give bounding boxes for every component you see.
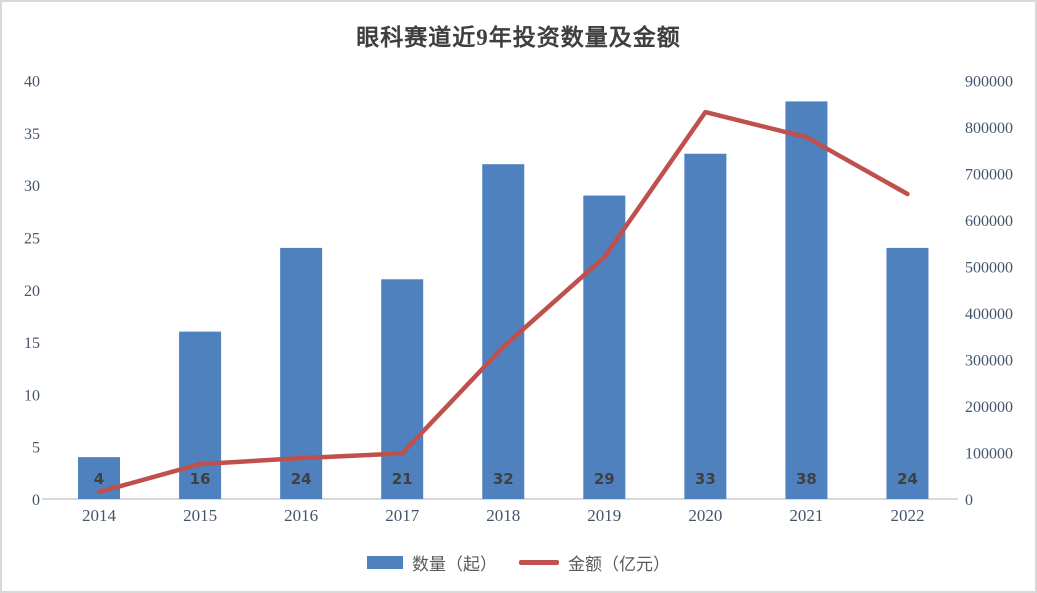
legend-item-quantity: 数量（起） <box>367 550 497 575</box>
x-axis-label-2015: 2015 <box>183 506 217 525</box>
bar-label-2017: 21 <box>392 470 413 488</box>
bar-2022 <box>886 247 929 499</box>
y-axis-right-tick-300000: 300000 <box>965 353 1013 370</box>
legend-label-amount: 金额（亿元） <box>568 555 670 574</box>
bar-label-2022: 24 <box>897 470 918 488</box>
y-axis-right-tick-400000: 400000 <box>965 306 1013 323</box>
line-series-swatch-icon <box>519 560 559 565</box>
bar-label-2014: 4 <box>94 470 104 488</box>
y-axis-left-tick-40: 40 <box>24 74 40 91</box>
bar-2015 <box>179 331 222 499</box>
y-axis-left-tick-0: 0 <box>32 492 40 509</box>
y-axis-left-tick-20: 20 <box>24 283 40 300</box>
bar-label-2021: 38 <box>796 470 817 488</box>
legend-item-amount: 金额（亿元） <box>519 550 670 575</box>
chart-title: 眼科赛道近9年投资数量及金额 <box>356 25 681 50</box>
x-axis-label-2017: 2017 <box>385 506 420 525</box>
bar-2021 <box>785 101 828 500</box>
y-axis-right-tick-800000: 800000 <box>965 120 1013 137</box>
bar-label-2020: 33 <box>695 470 716 488</box>
legend-label-quantity: 数量（起） <box>412 555 497 574</box>
x-axis-label-2018: 2018 <box>486 506 520 525</box>
bar-label-2016: 24 <box>291 470 312 488</box>
y-axis-right-tick-200000: 200000 <box>965 399 1013 416</box>
y-axis-left-tick-15: 15 <box>24 335 40 352</box>
y-axis-left-tick-30: 30 <box>24 178 40 195</box>
y-axis-right-tick-100000: 100000 <box>965 446 1013 463</box>
y-axis-right-tick-900000: 900000 <box>965 74 1013 91</box>
y-axis-right-tick-700000: 700000 <box>965 167 1013 184</box>
bar-2016 <box>280 247 323 499</box>
bar-label-2018: 32 <box>493 470 514 488</box>
x-axis-label-2014: 2014 <box>82 506 117 525</box>
bar-2017 <box>381 279 424 499</box>
x-axis-label-2022: 2022 <box>890 506 924 525</box>
y-axis-right-tick-0: 0 <box>965 492 973 509</box>
bar-label-2015: 16 <box>190 470 211 488</box>
y-axis-left-tick-25: 25 <box>24 230 40 247</box>
bar-2019 <box>583 195 626 499</box>
y-axis-left-tick-10: 10 <box>24 387 40 404</box>
y-axis-left-tick-35: 35 <box>24 126 40 143</box>
x-axis-label-2016: 2016 <box>284 506 318 525</box>
chart-legend: 数量（起） 金额（亿元） <box>2 550 1035 575</box>
amount-line <box>96 109 910 495</box>
x-axis-label-2021: 2021 <box>789 506 823 525</box>
bar-2020 <box>684 153 727 500</box>
bar-label-2019: 29 <box>594 470 615 488</box>
x-axis-label-2019: 2019 <box>587 506 621 525</box>
x-axis-label-2020: 2020 <box>688 506 722 525</box>
y-axis-left-tick-5: 5 <box>32 440 40 457</box>
bar-series-swatch-icon <box>367 556 403 569</box>
y-axis-right-tick-600000: 600000 <box>965 213 1013 230</box>
y-axis-right-tick-500000: 500000 <box>965 260 1013 277</box>
